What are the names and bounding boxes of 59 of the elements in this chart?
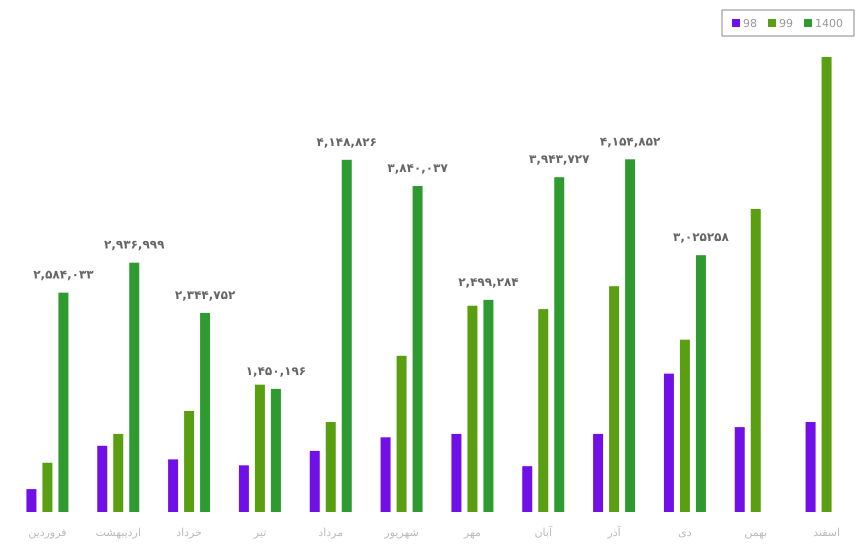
- data-label: ۳,۹۴۳,۷۲۷: [529, 152, 590, 166]
- bar: [342, 160, 352, 512]
- bar: [270, 388, 281, 512]
- bar: [696, 255, 706, 512]
- bar: [522, 466, 532, 512]
- bar: [26, 489, 36, 512]
- bar: [664, 374, 674, 512]
- bar: [822, 57, 832, 512]
- bar: [625, 159, 636, 512]
- data-label: ۲,۳۴۴,۷۵۲: [174, 288, 236, 302]
- bar: [483, 300, 494, 512]
- bar: [396, 356, 407, 512]
- bar: [609, 286, 620, 512]
- bar: [310, 450, 320, 512]
- bar: [412, 186, 423, 512]
- bar: [168, 459, 178, 512]
- data-label: ۲,۴۹۹,۲۸۴: [458, 274, 519, 289]
- data-label: ۲,۵۸۴,۰۳۳: [33, 268, 94, 282]
- x-tick-label: تیر: [252, 526, 266, 539]
- legend-label: 99: [779, 17, 793, 30]
- legend-label: 98: [743, 17, 757, 30]
- bar: [538, 309, 548, 512]
- bar: [184, 410, 194, 512]
- bar: [254, 384, 265, 512]
- data-label: ۲,۹۳۶,۹۹۹: [104, 238, 166, 252]
- x-tick-label: آبان: [534, 525, 553, 539]
- bar: [750, 208, 761, 512]
- bar: [680, 340, 690, 512]
- data-label: ۴,۱۴۸,۸۲۶: [316, 134, 377, 149]
- legend-label: 1400: [815, 17, 843, 30]
- bar: [554, 177, 564, 512]
- bar: [200, 312, 210, 512]
- x-tick-label: مرداد: [318, 526, 344, 539]
- bar: [806, 422, 816, 512]
- data-label: ۳,۸۴۰,۰۳۷: [387, 161, 448, 176]
- bar: [58, 292, 68, 512]
- x-tick-label: خرداد: [176, 526, 202, 539]
- x-tick-label: آذر: [606, 525, 622, 539]
- bar: [593, 434, 604, 512]
- bar: [238, 465, 249, 512]
- data-label: ۱,۴۵۰,۱۹۶: [246, 364, 306, 378]
- x-tick-label: شهریور: [383, 526, 419, 539]
- bar: [129, 262, 140, 512]
- bar: [380, 437, 391, 512]
- bar: [467, 306, 478, 512]
- x-tick-label: مهر: [462, 526, 482, 539]
- data-label: ۴,۱۵۴,۸۵۲: [600, 134, 661, 148]
- bar: [113, 434, 124, 512]
- bar: [326, 422, 336, 512]
- bar: [97, 446, 108, 512]
- x-tick-label: دی: [678, 526, 692, 539]
- bar: [734, 427, 745, 512]
- x-tick-label: فروردین: [28, 526, 67, 539]
- x-tick-label: اسفند: [813, 526, 840, 539]
- bar: [42, 462, 52, 512]
- x-tick-label: اردیبهشت: [96, 526, 141, 539]
- data-label: ۳,۰۲۵۲۵۸: [673, 230, 730, 244]
- x-tick-label: بهمن: [744, 526, 768, 539]
- bar: [451, 434, 462, 512]
